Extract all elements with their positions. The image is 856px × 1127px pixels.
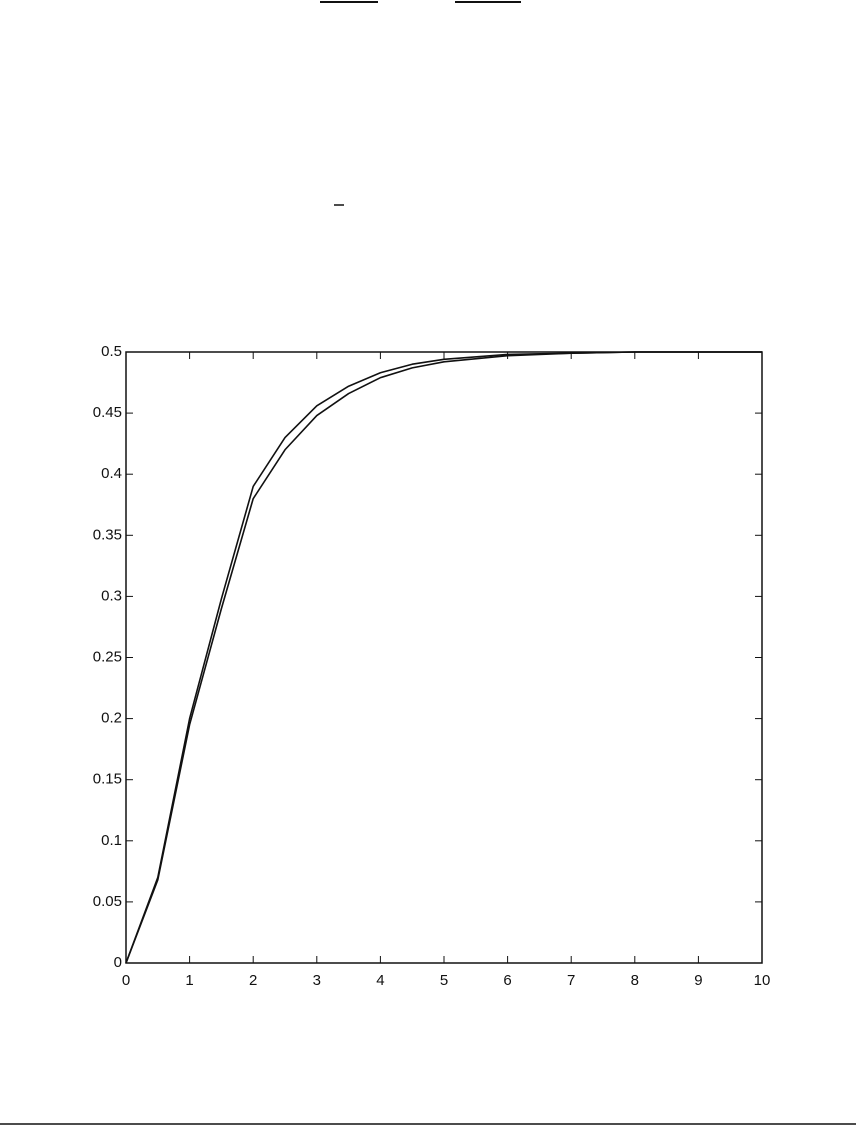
x-tick-label: 5 [440, 972, 448, 989]
y-tick-label: 0.3 [101, 587, 122, 604]
x-tick-label: 8 [631, 972, 639, 989]
y-tick-label: 0.45 [93, 404, 122, 421]
y-tick-label: 0.05 [93, 893, 122, 910]
y-tick-label: 0.1 [101, 832, 122, 849]
y-tick-label: 0.2 [101, 710, 122, 727]
x-tick-label: 6 [503, 972, 511, 989]
series-line [125, 351, 762, 964]
y-tick-label: 0.15 [93, 771, 122, 788]
y-tick-label: 0.35 [93, 526, 122, 543]
x-tick-label: 10 [754, 972, 771, 989]
x-tick-label: 1 [185, 972, 193, 989]
y-tick-label: 0.4 [101, 465, 122, 482]
x-tick-label: 2 [249, 972, 257, 989]
plot-frame [125, 351, 763, 964]
x-tick-label: 0 [122, 972, 130, 989]
series-line [125, 351, 762, 964]
y-tick-label: 0.5 [101, 343, 122, 360]
x-tick-label: 4 [376, 972, 384, 989]
x-tick-label: 3 [313, 972, 321, 989]
y-tick-label: 0 [114, 954, 122, 971]
y-tick-label: 0.25 [93, 648, 122, 665]
x-tick-label: 7 [567, 972, 575, 989]
x-tick-label: 9 [694, 972, 702, 989]
